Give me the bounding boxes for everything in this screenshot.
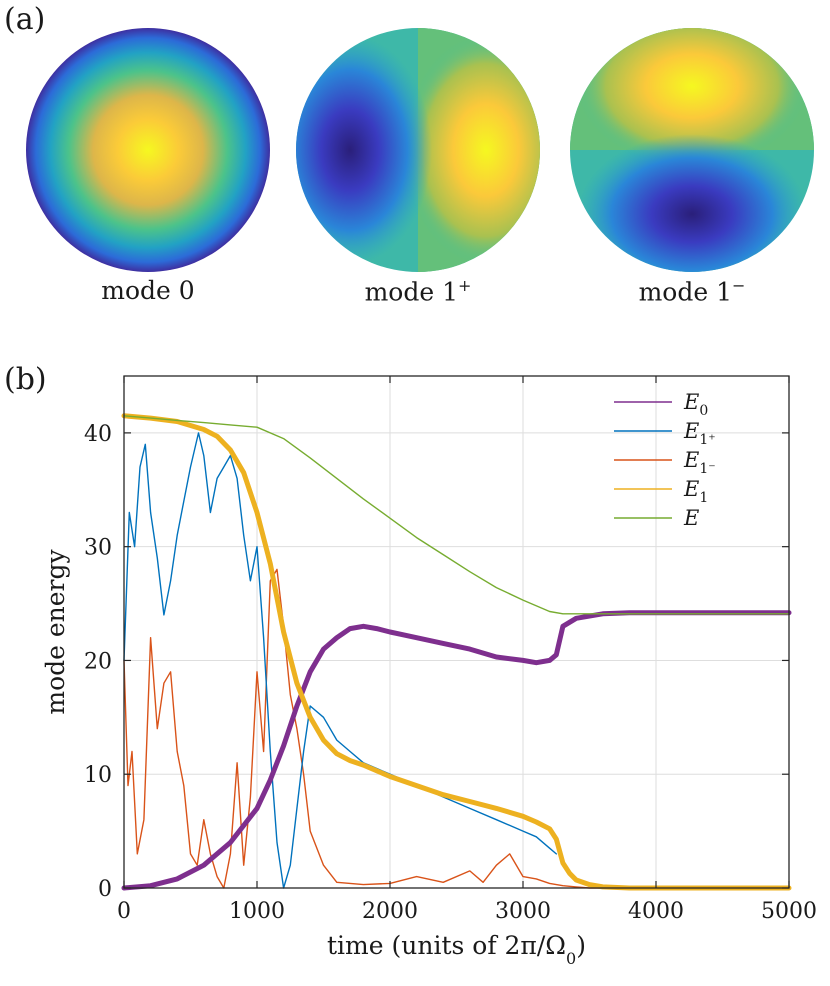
legend-label-E1: E1 <box>683 477 708 506</box>
mode-1minus-map <box>570 28 814 272</box>
x-axis-label-sub: 0 <box>566 949 576 968</box>
mode-1plus-label-text: mode 1 <box>364 277 458 307</box>
x-tick-label: 1000 <box>229 899 285 924</box>
x-tick-label: 4000 <box>628 899 684 924</box>
series-line-E <box>123 415 790 615</box>
series-line-E1minus <box>123 568 790 889</box>
series-layer <box>121 413 792 891</box>
panel-a-label: (a) <box>4 2 46 37</box>
series-line-E0 <box>121 610 792 891</box>
legend-label-E1minus: E1⁻ <box>683 448 716 477</box>
panel-b-label: (b) <box>4 362 47 397</box>
mode-1plus-sup: + <box>458 276 472 295</box>
legend-label-E: E <box>683 506 699 530</box>
series-line-E1 <box>121 413 792 891</box>
x-tick-label: 3000 <box>495 899 551 924</box>
y-axis-label: mode energy <box>41 548 70 714</box>
x-tick-label: 2000 <box>362 899 418 924</box>
mode-1minus-label-text: mode 1 <box>638 277 732 307</box>
legend-label-E0: E0 <box>683 390 708 419</box>
mode-1minus-label: mode 1− <box>572 276 812 306</box>
y-tick-label: 40 <box>84 422 112 447</box>
y-tick-label: 20 <box>84 649 112 674</box>
plot-frame <box>123 375 790 889</box>
x-axis-label: time (units of 2π/Ω0) <box>327 931 586 968</box>
y-tick-label: 0 <box>98 877 112 902</box>
mode-1minus-sup: − <box>732 276 746 295</box>
y-tick-label: 30 <box>84 536 112 561</box>
legend-label-E1plus: E1⁺ <box>683 419 716 448</box>
mode-1plus-label: mode 1+ <box>298 276 538 306</box>
mode-0-map <box>26 28 270 272</box>
ticks: 0 1000 2000 3000 4000 5000 0 10 20 30 40 <box>84 376 817 924</box>
y-tick-label: 10 <box>84 763 112 788</box>
x-tick-label: 0 <box>117 899 131 924</box>
mode-0-label: mode 0 <box>28 276 268 305</box>
mode-1plus-map <box>296 28 540 272</box>
x-tick-label: 5000 <box>761 899 817 924</box>
mode-0-label-text: mode 0 <box>101 276 195 305</box>
mode-maps <box>26 28 814 272</box>
